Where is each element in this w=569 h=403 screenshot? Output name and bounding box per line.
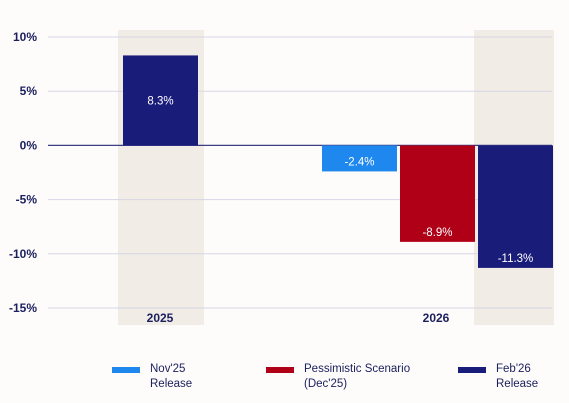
y-tick-label: 0% — [20, 138, 38, 152]
legend-item-nov25: Nov'25 Release — [112, 362, 192, 392]
data-label: -11.3% — [498, 253, 534, 265]
x-category-label: 2025 — [147, 311, 174, 325]
bar — [400, 145, 475, 242]
legend: Nov'25 Release Pessimistic Scenario (Dec… — [0, 362, 569, 402]
data-label: -2.4% — [344, 156, 374, 168]
x-category-label: 2026 — [423, 311, 450, 325]
legend-item-pessimistic: Pessimistic Scenario (Dec'25) — [266, 362, 410, 392]
legend-swatch-feb26 — [458, 367, 486, 373]
bar — [478, 145, 553, 268]
bar — [322, 145, 397, 172]
legend-item-feb26: Feb'26 Release — [458, 362, 538, 392]
legend-label-feb26: Feb'26 Release — [496, 363, 539, 390]
legend-label-nov25: Nov'25 Release — [150, 363, 193, 390]
data-label: -8.9% — [422, 227, 452, 239]
bar — [123, 55, 198, 146]
legend-swatch-pessimistic — [266, 367, 294, 373]
y-tick-label: 10% — [13, 30, 37, 44]
y-tick-label: -5% — [16, 193, 38, 207]
legend-label-pessimistic: Pessimistic Scenario (Dec'25) — [304, 363, 411, 390]
data-label: 8.3% — [147, 95, 173, 107]
y-tick-label: 5% — [20, 84, 38, 98]
legend-swatch-nov25 — [112, 367, 140, 373]
y-tick-label: -10% — [9, 247, 37, 261]
y-tick-label: -15% — [9, 301, 37, 315]
